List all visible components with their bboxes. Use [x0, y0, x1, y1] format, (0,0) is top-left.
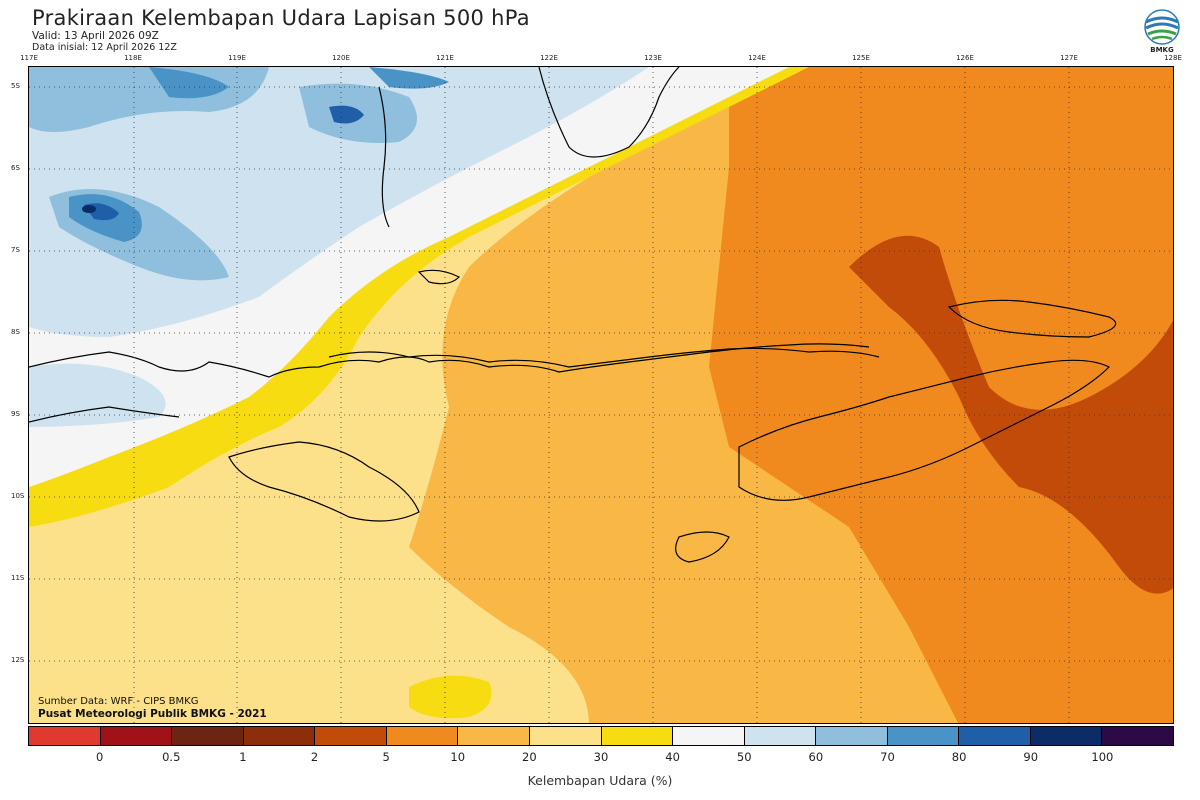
map-title: Prakiraan Kelembapan Udara Lapisan 500 h… — [32, 6, 530, 30]
colorbar-segment — [29, 727, 101, 745]
colorbar-tick: 100 — [1091, 750, 1114, 764]
field-2-5 — [849, 235, 1173, 594]
field-5-10 — [709, 67, 1173, 723]
field-30-40-south — [409, 675, 492, 719]
bmkg-logo-icon — [1144, 9, 1180, 45]
colorbar-segment — [1102, 727, 1173, 745]
coast-sumba — [228, 441, 420, 522]
field-50-60-west — [29, 363, 166, 427]
valid-time: Valid: 13 April 2026 09Z — [32, 30, 159, 42]
lon-label: 120E — [332, 54, 350, 62]
credits-org: Pusat Meteorologi Publik BMKG - 2021 — [38, 708, 267, 720]
colorbar-segment — [887, 727, 960, 745]
initial-time: Data inisial: 12 April 2026 12Z — [32, 42, 177, 53]
coast-lesser-sunda — [29, 343, 870, 378]
bmkg-logo-label: BMKG — [1150, 46, 1174, 54]
lon-label: 123E — [644, 54, 662, 62]
colorbar-segment — [315, 727, 387, 745]
bmkg-logo: BMKG — [1142, 8, 1182, 56]
colorbar-tick: 0 — [95, 750, 104, 764]
lon-label: 119E — [228, 54, 246, 62]
coast-wetar — [947, 299, 1117, 338]
field-90-100 — [82, 205, 96, 213]
coast-flores — [328, 347, 880, 368]
coastlines — [29, 67, 1117, 563]
colorbar-tick: 2 — [310, 750, 319, 764]
colorbar-tick: 40 — [665, 750, 680, 764]
colorbar-tick: 30 — [593, 750, 609, 764]
lat-label: 9S — [11, 410, 20, 418]
colorbar-segment — [386, 727, 459, 745]
lat-label: 8S — [11, 328, 20, 336]
lon-label: 125E — [852, 54, 870, 62]
colorbar-tick: 90 — [1023, 750, 1039, 764]
colorbar-tick: 60 — [808, 750, 824, 764]
lon-label: 118E — [124, 54, 142, 62]
colorbar-tick: 20 — [522, 750, 537, 764]
colorbar-tick: 70 — [880, 750, 895, 764]
colorbar-segment — [458, 727, 530, 745]
lat-label: 12S — [11, 656, 25, 664]
lat-label: 5S — [11, 82, 20, 90]
lat-label: 10S — [11, 492, 25, 500]
colorbar-segment — [100, 727, 173, 745]
coast-selayar — [417, 269, 461, 285]
coast-sulawesi-south — [378, 86, 390, 228]
colorbar-tick: 80 — [951, 750, 967, 764]
lon-label: 117E — [20, 54, 38, 62]
colorbar-tick: 0.5 — [162, 750, 181, 764]
lon-label: 121E — [436, 54, 454, 62]
humidity-map — [28, 66, 1174, 724]
coast-west — [29, 406, 180, 423]
colorbar-tick: 50 — [736, 750, 752, 764]
lat-label: 6S — [11, 164, 20, 172]
credits: Sumber Data: WRF - CIPS BMKG Pusat Meteo… — [38, 696, 267, 720]
colorbar-segment — [529, 727, 602, 745]
lon-label: 128E — [1164, 54, 1182, 62]
lon-label: 122E — [540, 54, 558, 62]
colorbar-segment — [744, 727, 817, 745]
lat-label: 7S — [11, 246, 20, 254]
colorbar-tick: 10 — [450, 750, 466, 764]
field-80-90-north — [329, 105, 364, 124]
graticule — [29, 67, 1173, 723]
coast-sulawesi-se — [538, 67, 680, 158]
colorbar-tick: 5 — [382, 750, 390, 764]
colorbar-segment — [673, 727, 745, 745]
colorbar-title: Kelembapan Udara (%) — [527, 773, 673, 788]
colorbar-segment — [959, 727, 1031, 745]
field-70-80-north2 — [369, 67, 449, 89]
lat-label: 11S — [11, 574, 25, 582]
lon-label: 127E — [1060, 54, 1078, 62]
lon-label: 126E — [956, 54, 974, 62]
credits-source: Sumber Data: WRF - CIPS BMKG — [38, 696, 199, 707]
colorbar-segment — [816, 727, 888, 745]
humidity-map-canvas — [29, 67, 1173, 723]
colorbar-segment — [243, 727, 316, 745]
colorbar-segment — [172, 727, 244, 745]
colorbar — [28, 726, 1174, 746]
colorbar-tick: 1 — [239, 750, 247, 764]
coast-rote — [675, 531, 730, 563]
colorbar-segment — [601, 727, 674, 745]
lon-label: 124E — [748, 54, 766, 62]
field-70-80-north — [149, 67, 229, 99]
colorbar-segment — [1030, 727, 1103, 745]
coast-timor — [738, 359, 1111, 501]
